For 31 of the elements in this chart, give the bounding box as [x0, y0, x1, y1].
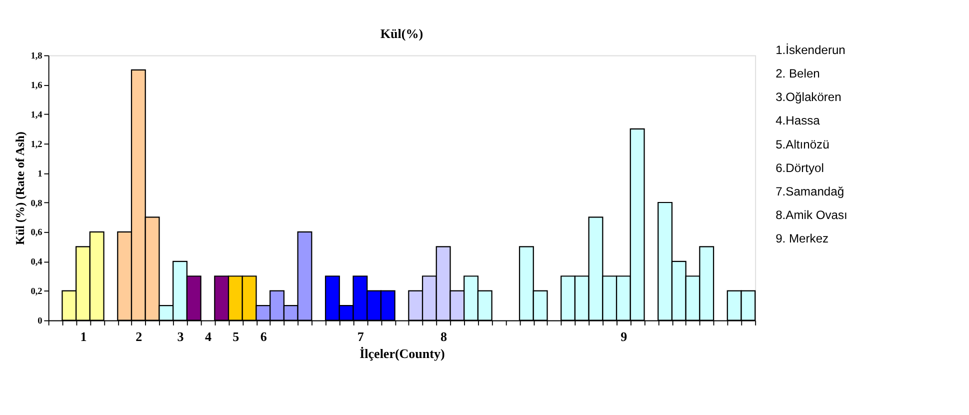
text: 5.Altınözü: [776, 137, 830, 152]
y-tick-label: 0: [38, 316, 43, 327]
x-tick-label: 3: [177, 329, 184, 344]
y-tick-label: 0,2: [30, 287, 43, 298]
y-tick-label: 0,4: [30, 258, 43, 268]
x-tick-label: 8: [440, 329, 448, 344]
x-tick-label: 7: [357, 329, 364, 344]
text: 1.İskenderun: [776, 43, 846, 58]
chart-title: Kül(%): [380, 26, 424, 42]
y-tick-label: 0,8: [30, 198, 43, 209]
text: 2. Belen: [776, 66, 820, 81]
y-tick-label: 1,4: [30, 110, 43, 120]
text: 4.Hassa: [776, 114, 820, 128]
y-tick-label: 1,8: [30, 52, 43, 62]
x-tick-label: 2: [136, 329, 142, 344]
x-tick-label: 4: [204, 329, 212, 344]
x-tick-label: 9: [620, 329, 628, 344]
text: 8.Amik Ovası: [776, 208, 848, 222]
y-tick-label: 1,6: [30, 80, 43, 91]
text: 9. Merkez: [776, 231, 829, 246]
text: 6.Dörtyol: [776, 160, 824, 175]
x-tick-label: 1: [80, 329, 87, 344]
x-axis-title: İlçeler(County): [360, 346, 445, 361]
x-tick-label: 6: [260, 329, 268, 344]
text: 7.Samandağ: [776, 184, 844, 198]
y-axis-title: Kül (%) (Rate of Ash): [13, 132, 28, 245]
y-tick-label: 1,2: [30, 140, 43, 150]
y-tick-label: 1: [38, 169, 43, 180]
text: 3.Oğlakören: [776, 90, 842, 104]
y-tick-label: 0,6: [30, 228, 43, 238]
x-tick-label: 5: [232, 329, 240, 344]
